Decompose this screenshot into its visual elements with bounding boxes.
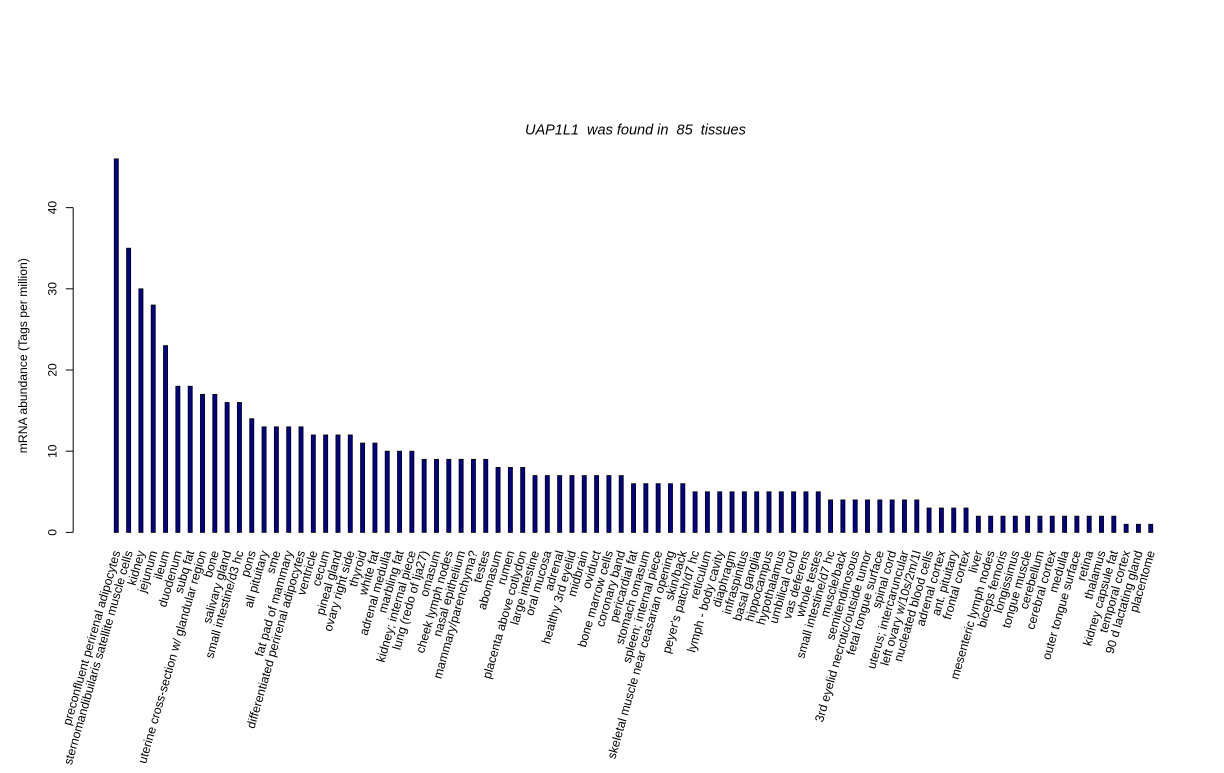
svg-text:0: 0 <box>46 529 60 536</box>
svg-text:30: 30 <box>46 282 60 296</box>
svg-text:liver: liver <box>966 549 986 575</box>
svg-text:10: 10 <box>46 444 60 458</box>
svg-text:sme: sme <box>264 549 284 575</box>
svg-text:20: 20 <box>46 363 60 377</box>
svg-text:mRNA abundance (Tags per milli: mRNA abundance (Tags per million) <box>16 258 30 453</box>
svg-text:40: 40 <box>46 201 60 215</box>
svg-text:UAP1L1 was found in 85 tiss: UAP1L1 was found in 85 tissues <box>525 123 746 139</box>
